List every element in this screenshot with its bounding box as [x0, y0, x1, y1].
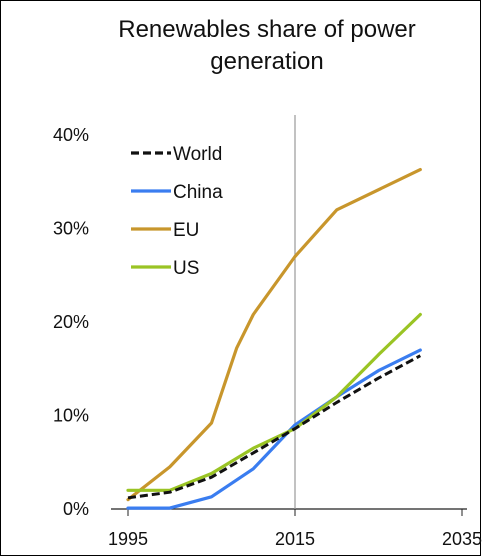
series-line-world: [127, 354, 422, 500]
chart-title: Renewables share of power generation: [118, 16, 416, 75]
x-tick-label: 2035: [442, 529, 482, 549]
legend-label-eu: EU: [173, 220, 199, 241]
y-tick-label: 40%: [53, 125, 89, 145]
y-tick-label: 30%: [53, 219, 89, 239]
chart-title-line-2: generation: [210, 48, 323, 75]
series-lines: [126, 168, 422, 510]
legend-label-china: China: [173, 182, 223, 203]
x-tick-label: 2015: [275, 529, 315, 549]
series-line-us: [126, 312, 422, 492]
chart-title-line-1: Renewables share of power: [118, 16, 416, 43]
x-tick-label: 1995: [108, 529, 148, 549]
axes: 0% 10% 20% 30% 40% 1995 2015 2035: [53, 125, 482, 549]
y-tick-label: 10%: [53, 406, 89, 426]
legend: World China EU US: [131, 144, 223, 279]
series-line-eu: [126, 168, 422, 502]
y-tick-label: 20%: [53, 312, 89, 332]
legend-label-world: World: [173, 144, 222, 165]
legend-label-us: US: [173, 258, 199, 279]
y-tick-label: 0%: [63, 499, 89, 519]
series-line-china: [126, 348, 422, 510]
